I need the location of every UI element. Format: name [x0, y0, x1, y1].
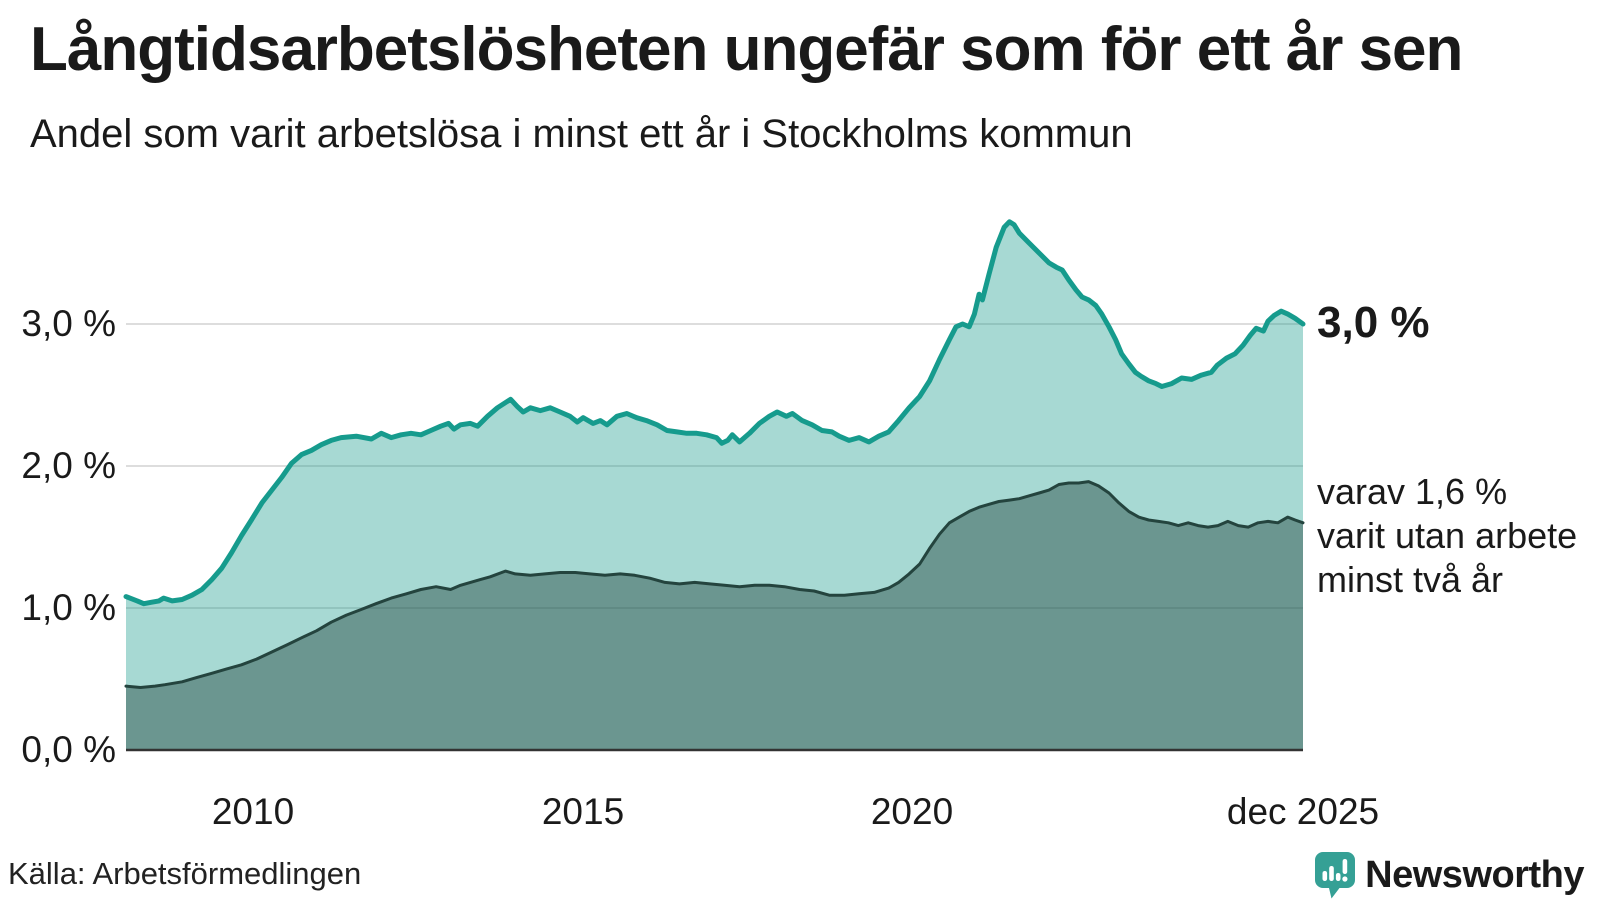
- total-series-end-value-label: 3,0 %: [1317, 298, 1430, 347]
- x-axis-label-2010: 2010: [211, 791, 295, 832]
- chart-subtitle: Andel som varit arbetslösa i minst ett å…: [30, 112, 1133, 156]
- newsworthy-speech-bubble-chart-icon: [1315, 851, 1356, 898]
- two-year-series-annotation: varav 1,6 % varit utan arbete minst två …: [1317, 470, 1577, 602]
- y-axis-label-0: 0,0 %: [21, 729, 116, 770]
- x-axis-label-2020: 2020: [870, 791, 954, 832]
- two-year-series-line: [124, 480, 1305, 689]
- two-year-annotation-line-2: varit utan arbete: [1317, 515, 1578, 556]
- two-year-series-area: [126, 481, 1303, 750]
- y-axis-label-1: 1,0 %: [21, 587, 116, 628]
- newsworthy-logo: Newsworthy: [1315, 850, 1584, 900]
- newsworthy-wordmark: Newsworthy: [1365, 853, 1584, 896]
- source-note: Källa: Arbetsförmedlingen: [8, 856, 362, 891]
- x-axis-label-2015: 2015: [541, 791, 625, 832]
- two-year-annotation-line-1: varav 1,6 %: [1317, 471, 1508, 512]
- x-axis-label-dec-2025: dec 2025: [1226, 791, 1380, 832]
- y-axis-label-3: 3,0 %: [21, 303, 116, 344]
- chart-title: Långtidsarbetslösheten ungefär som för e…: [30, 15, 1463, 84]
- two-year-annotation-line-3: minst två år: [1317, 559, 1504, 600]
- total-series-area: [126, 221, 1303, 751]
- total-series-line: [123, 219, 1306, 607]
- y-axis-label-2: 2,0 %: [21, 445, 116, 486]
